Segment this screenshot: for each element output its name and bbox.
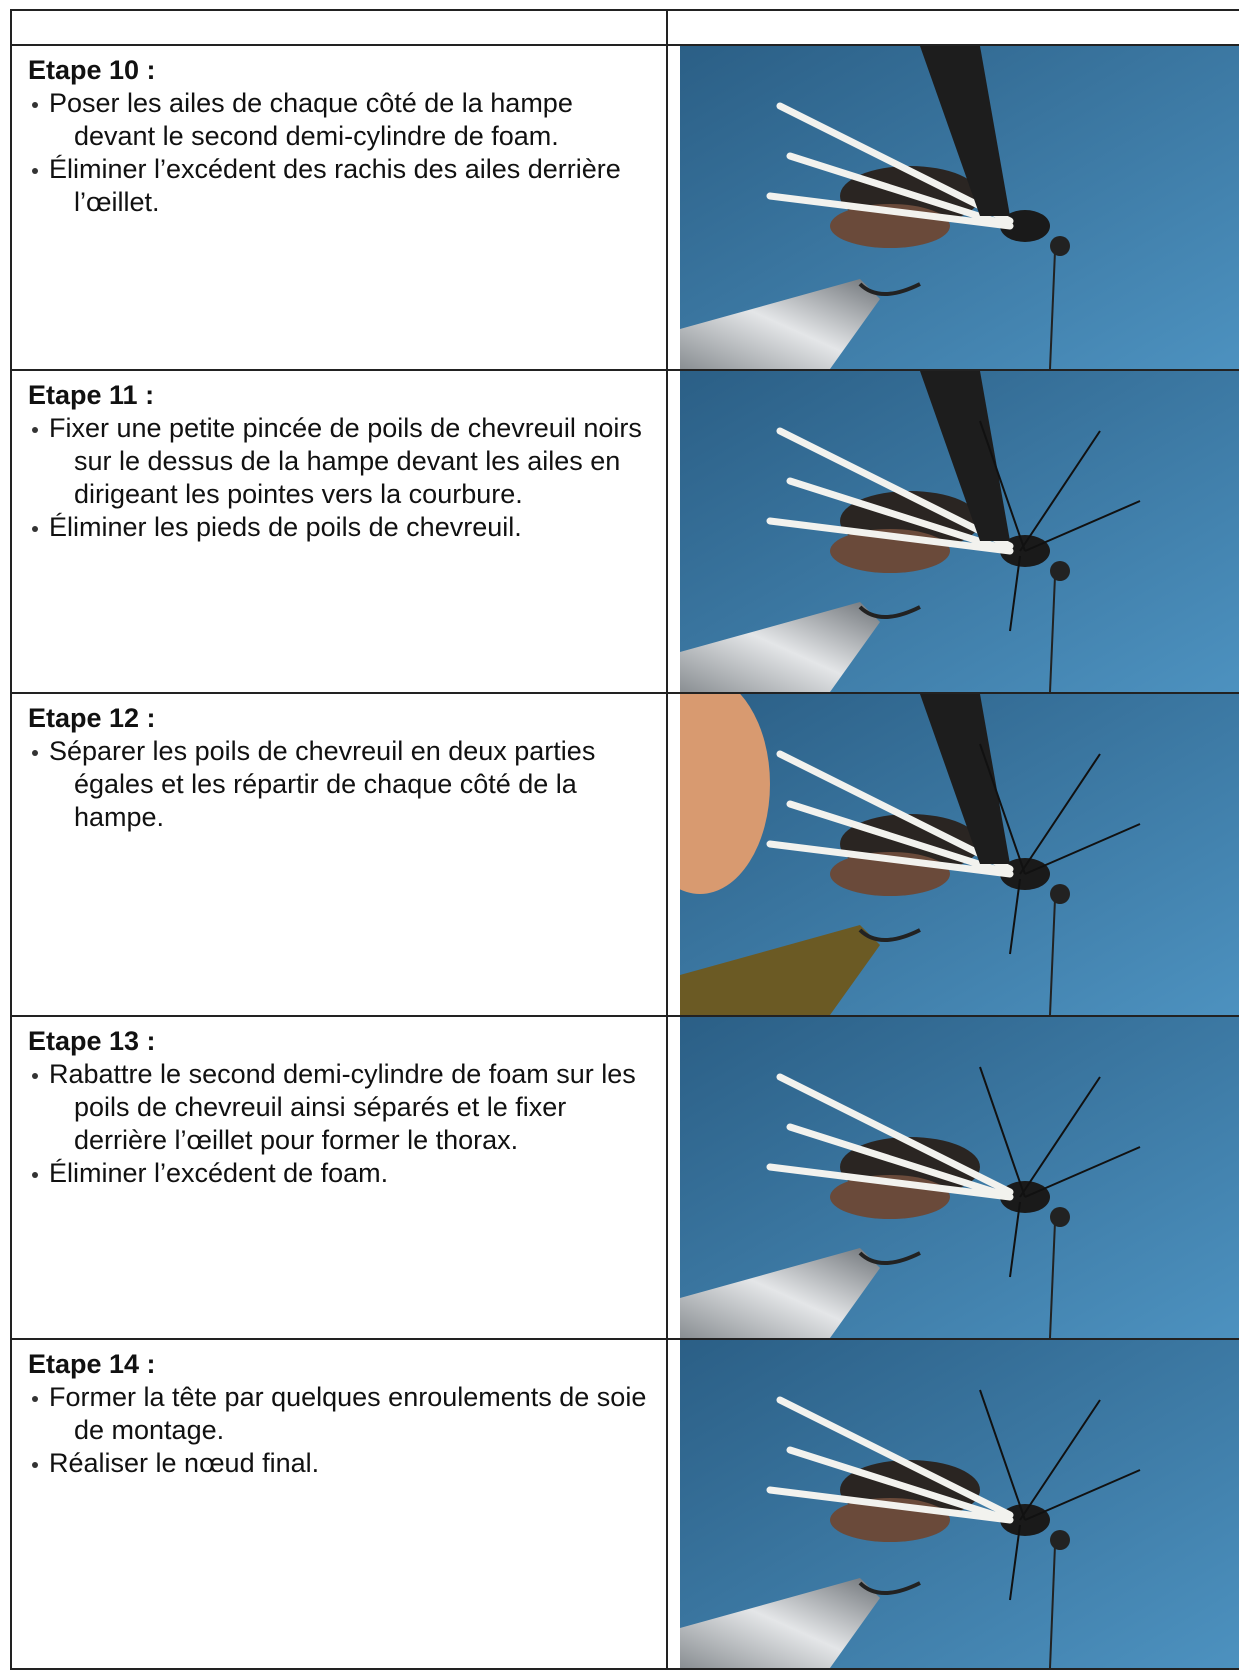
step-bullet: Réaliser le nœud final.: [28, 1447, 656, 1480]
step-bullet: Éliminer l’excédent de foam.: [28, 1157, 656, 1190]
step-row: Etape 12 : Séparer les poils de chevreuil…: [10, 692, 1239, 1017]
step-row: Etape 10 : Poser les ailes de chaque côté…: [10, 44, 1239, 371]
step-bullet: Éliminer l’excédent des rachis des ailes…: [28, 153, 656, 219]
bullet-dot: [32, 427, 38, 433]
bullet-text: Fixer une petite pincée de poils de chev…: [49, 413, 642, 509]
step-bullet: Fixer une petite pincée de poils de chev…: [28, 412, 656, 511]
step-text-cell: Etape 12 : Séparer les poils de chevreuil…: [10, 692, 668, 1017]
header-cell: [10, 9, 668, 46]
step-row: Etape 13 : Rabattre le second demi-cylind…: [10, 1015, 1239, 1340]
step-list: Fixer une petite pincée de poils de chev…: [28, 412, 656, 544]
bullet-dot: [32, 102, 38, 108]
bullet-dot: [32, 526, 38, 532]
bullet-text: Former la tête par quelques enroulements…: [49, 1382, 647, 1445]
step-list: Poser les ailes de chaque côté de la ham…: [28, 87, 656, 219]
step-image-cell: [666, 369, 1239, 694]
bullet-text: Éliminer l’excédent des rachis des ailes…: [49, 154, 621, 217]
header-row: [10, 9, 1239, 46]
bullet-dot: [32, 1073, 38, 1079]
step-bullet: Rabattre le second demi-cylindre de foam…: [28, 1058, 656, 1157]
step-title: Etape 13 :: [28, 1026, 156, 1056]
step-photo: [680, 694, 1239, 1015]
step-row: Etape 14 : Former la tête par quelques en…: [10, 1338, 1239, 1670]
bullet-text: Réaliser le nœud final.: [49, 1448, 320, 1478]
bullet-dot: [32, 168, 38, 174]
step-text-cell: Etape 13 : Rabattre le second demi-cylind…: [10, 1015, 668, 1340]
table-body: Etape 10 : Poser les ailes de chaque côté…: [10, 9, 1239, 1670]
bullet-text: Éliminer l’excédent de foam.: [49, 1158, 389, 1188]
bullet-dot: [32, 1462, 38, 1468]
step-row: Etape 11 : Fixer une petite pincée de poi…: [10, 369, 1239, 694]
step-title: Etape 11 :: [28, 380, 155, 410]
step-text-cell: Etape 14 : Former la tête par quelques en…: [10, 1338, 668, 1670]
bullet-text: Séparer les poils de chevreuil en deux p…: [49, 736, 596, 832]
step-photo: [680, 1017, 1239, 1338]
step-image-cell: [666, 1015, 1239, 1340]
bullet-text: Rabattre le second demi-cylindre de foam…: [49, 1059, 636, 1155]
header-cell: [666, 9, 1239, 46]
step-bullet: Poser les ailes de chaque côté de la ham…: [28, 87, 656, 153]
step-photo: [680, 371, 1239, 692]
step-image-cell: [666, 44, 1239, 371]
step-photo: [680, 46, 1239, 369]
bullet-dot: [32, 750, 38, 756]
step-title: Etape 10 :: [28, 55, 156, 85]
bullet-dot: [32, 1172, 38, 1178]
step-text-cell: Etape 10 : Poser les ailes de chaque côté…: [10, 44, 668, 371]
step-bullet: Former la tête par quelques enroulements…: [28, 1381, 656, 1447]
steps-table: Etape 10 : Poser les ailes de chaque côté…: [10, 9, 1239, 1670]
step-bullet: Éliminer les pieds de poils de chevreuil…: [28, 511, 656, 544]
step-bullet: Séparer les poils de chevreuil en deux p…: [28, 735, 656, 834]
step-text-cell: Etape 11 : Fixer une petite pincée de poi…: [10, 369, 668, 694]
step-photo: [680, 1340, 1239, 1668]
step-list: Rabattre le second demi-cylindre de foam…: [28, 1058, 656, 1190]
step-list: Former la tête par quelques enroulements…: [28, 1381, 656, 1480]
step-title: Etape 12 :: [28, 703, 156, 733]
step-list: Séparer les poils de chevreuil en deux p…: [28, 735, 656, 834]
step-title: Etape 14 :: [28, 1349, 156, 1379]
step-image-cell: [666, 1338, 1239, 1670]
bullet-text: Éliminer les pieds de poils de chevreuil…: [49, 512, 522, 542]
bullet-dot: [32, 1396, 38, 1402]
bullet-text: Poser les ailes de chaque côté de la ham…: [49, 88, 573, 151]
step-image-cell: [666, 692, 1239, 1017]
